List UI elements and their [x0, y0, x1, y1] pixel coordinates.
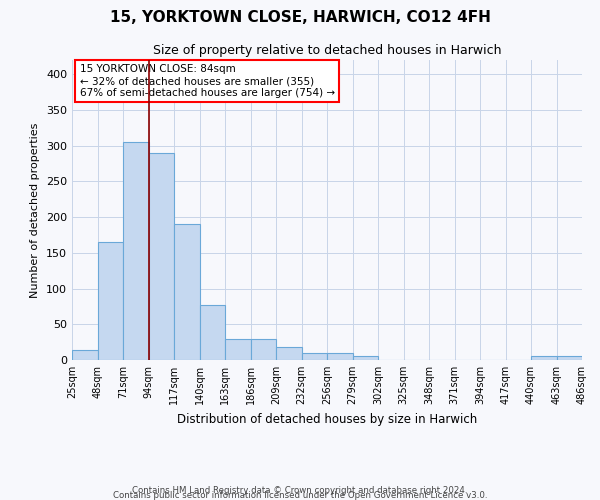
Bar [251, 338, 276, 360]
Title: Size of property relative to detached houses in Harwich: Size of property relative to detached ho… [153, 44, 501, 58]
Bar [72, 350, 97, 360]
Y-axis label: Number of detached properties: Number of detached properties [31, 122, 40, 298]
Bar [531, 356, 557, 360]
X-axis label: Distribution of detached houses by size in Harwich: Distribution of detached houses by size … [177, 412, 477, 426]
Bar [199, 305, 225, 360]
Bar [123, 142, 149, 360]
Bar [174, 224, 199, 360]
Text: 15 YORKTOWN CLOSE: 84sqm
← 32% of detached houses are smaller (355)
67% of semi-: 15 YORKTOWN CLOSE: 84sqm ← 32% of detach… [80, 64, 335, 98]
Bar [276, 347, 302, 360]
Text: Contains public sector information licensed under the Open Government Licence v3: Contains public sector information licen… [113, 490, 487, 500]
Bar [557, 356, 582, 360]
Text: Contains HM Land Registry data © Crown copyright and database right 2024.: Contains HM Land Registry data © Crown c… [132, 486, 468, 495]
Bar [327, 353, 353, 360]
Text: 15, YORKTOWN CLOSE, HARWICH, CO12 4FH: 15, YORKTOWN CLOSE, HARWICH, CO12 4FH [110, 10, 490, 25]
Bar [225, 338, 251, 360]
Bar [353, 356, 378, 360]
Bar [302, 353, 327, 360]
Bar [97, 242, 123, 360]
Bar [149, 153, 174, 360]
